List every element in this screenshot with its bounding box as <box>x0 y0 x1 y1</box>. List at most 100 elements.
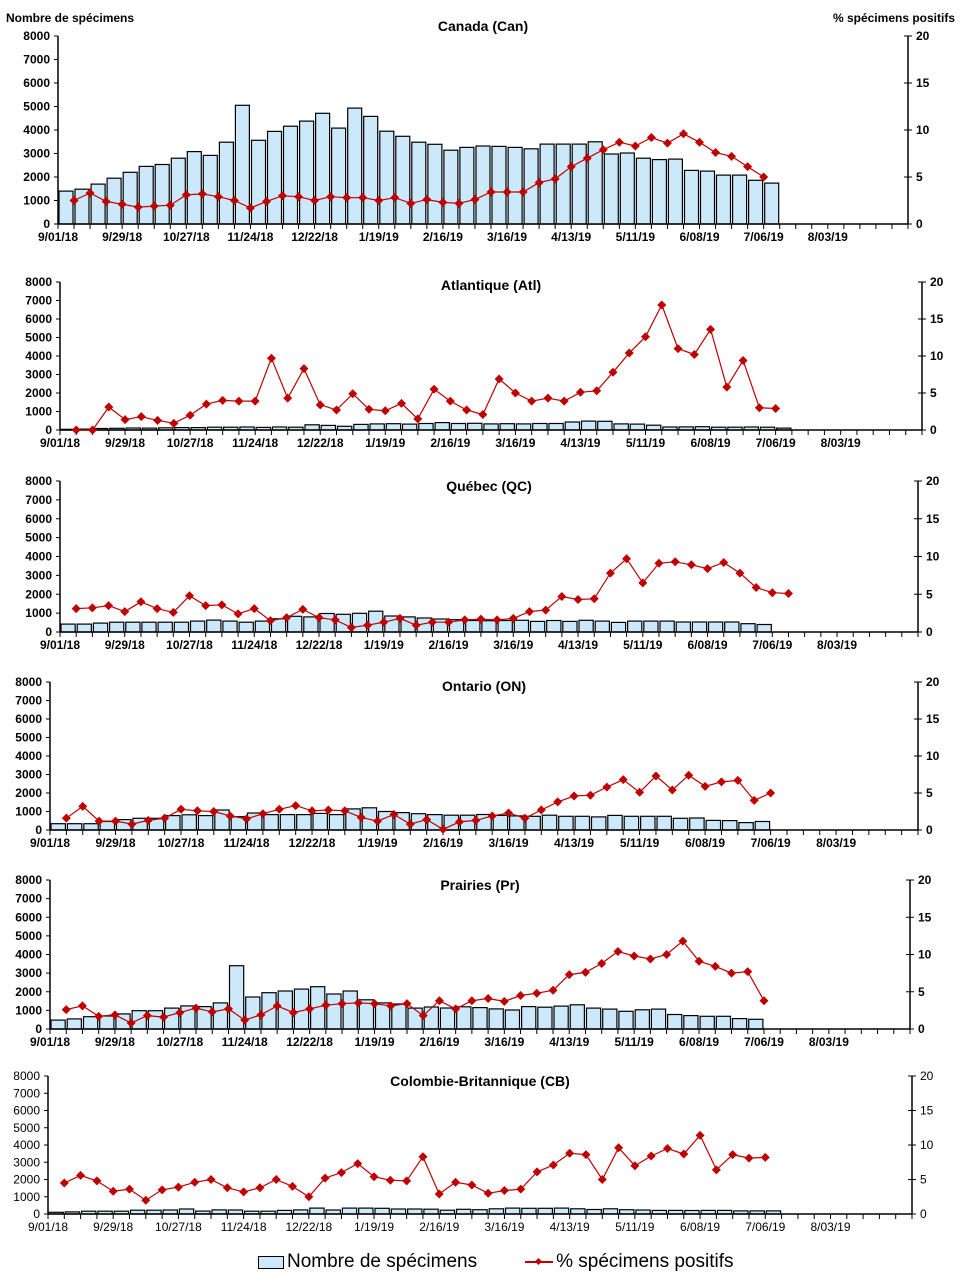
percent-positive-marker <box>597 958 607 968</box>
percent-positive-marker <box>467 996 477 1006</box>
percent-positive-marker <box>502 187 512 197</box>
x-tick-label: 6/08/19 <box>680 1220 720 1234</box>
percent-positive-marker <box>142 1011 152 1021</box>
right-y-tick-label: 20 <box>926 675 940 689</box>
x-tick-label: 1/19/19 <box>365 436 405 450</box>
percent-positive-marker <box>418 1011 428 1021</box>
percent-positive-marker <box>602 782 612 792</box>
percent-positive-marker <box>499 996 509 1006</box>
specimen-bar <box>580 420 597 431</box>
percent-positive-marker <box>751 582 761 592</box>
percent-positive-marker <box>451 1177 461 1187</box>
percent-positive-marker <box>454 198 464 208</box>
specimen-bar <box>570 1208 586 1215</box>
specimen-bar <box>434 422 451 431</box>
percent-positive-marker <box>645 954 655 964</box>
percent-positive-marker <box>422 815 432 825</box>
left-y-tick-label: 8000 <box>23 29 50 43</box>
left-y-tick-label: 7000 <box>25 493 52 507</box>
specimen-bar <box>597 420 613 431</box>
percent-positive-marker <box>340 806 350 816</box>
specimen-bar <box>189 620 206 633</box>
percent-positive-marker <box>673 344 683 354</box>
percent-positive-marker <box>395 613 405 623</box>
specimen-bar <box>277 990 294 1030</box>
specimen-bar <box>639 815 656 831</box>
x-tick-label: 8/03/19 <box>816 836 856 850</box>
left-y-tick-label: 4000 <box>13 1138 40 1152</box>
percent-positive-marker <box>541 605 551 615</box>
left-y-tick-label: 3000 <box>15 768 42 782</box>
percent-positive-marker <box>299 364 309 374</box>
percent-positive-marker <box>88 425 98 435</box>
percent-positive-marker <box>321 1000 331 1010</box>
percent-positive-marker <box>76 1170 86 1180</box>
specimen-bar <box>764 182 780 225</box>
percent-positive-marker <box>605 568 615 578</box>
percent-positive-marker <box>159 1012 169 1022</box>
specimen-bar <box>363 115 379 225</box>
percent-positive-marker <box>494 374 504 384</box>
specimen-bar <box>578 619 594 633</box>
percent-positive-marker <box>553 797 563 807</box>
specimen-bar <box>548 422 564 431</box>
right-y-tick-label: 0 <box>930 423 937 437</box>
left-y-tick-label: 8000 <box>25 275 52 289</box>
left-y-tick-label: 1000 <box>23 194 50 208</box>
specimen-bar <box>296 813 312 831</box>
percent-positive-marker <box>550 174 560 184</box>
percent-positive-marker <box>445 396 455 406</box>
right-axis-title: % spécimens positifs <box>833 11 955 25</box>
right-y-tick-label: 0 <box>920 1207 927 1221</box>
percent-positive-marker <box>326 192 336 202</box>
specimen-bar <box>385 423 402 431</box>
percent-positive-marker <box>185 591 195 601</box>
percent-positive-marker <box>240 1015 250 1025</box>
percent-positive-marker <box>618 775 628 785</box>
percent-positive-marker <box>598 145 608 155</box>
percent-positive-marker <box>641 332 651 342</box>
percent-positive-marker <box>759 172 769 182</box>
specimen-bar <box>331 127 347 225</box>
left-y-tick-label: 0 <box>45 625 52 639</box>
percent-positive-marker <box>59 1178 69 1188</box>
percent-positive-marker <box>229 196 239 205</box>
percent-positive-marker <box>323 805 333 815</box>
left-y-tick-label: 5000 <box>25 331 52 345</box>
specimen-bar <box>634 1009 651 1030</box>
x-tick-label: 3/16/19 <box>484 1220 524 1234</box>
percent-positive-marker <box>711 148 721 158</box>
percent-positive-marker <box>165 200 175 210</box>
percent-positive-marker <box>370 999 380 1009</box>
percent-positive-marker <box>684 770 694 780</box>
percent-positive-marker <box>133 202 143 212</box>
percent-positive-marker <box>695 1130 705 1140</box>
left-y-tick-label: 5000 <box>13 1121 40 1135</box>
specimen-bar <box>492 814 509 831</box>
x-tick-label: 11/24/18 <box>231 638 277 652</box>
percent-positive-marker <box>192 806 202 816</box>
percent-positive-marker <box>85 188 95 198</box>
percent-positive-marker <box>209 807 219 816</box>
specimen-bar <box>439 1007 456 1030</box>
percent-positive-marker <box>261 196 271 206</box>
percent-positive-marker <box>524 607 534 617</box>
specimen-bar <box>250 139 267 225</box>
right-y-tick-label: 5 <box>916 170 923 184</box>
percent-positive-marker <box>662 1143 672 1153</box>
percent-positive-marker <box>337 999 347 1009</box>
x-tick-label: 9/01/18 <box>38 230 78 244</box>
chart-panel-2: Atlantique (Atl) 0 1000 2000 3000 4000 5000 600… <box>25 275 943 450</box>
legend-item-percent-positive: % spécimens positifs <box>525 1251 734 1273</box>
percent-positive-marker <box>282 613 292 623</box>
percent-positive-marker <box>532 988 542 998</box>
specimen-bar <box>715 174 732 225</box>
percent-positive-marker <box>686 560 696 570</box>
right-y-tick-label: 15 <box>926 712 940 726</box>
percent-positive-marker <box>744 1153 754 1163</box>
x-tick-label: 10/27/18 <box>158 836 205 850</box>
x-tick-label: 2/16/19 <box>430 436 470 450</box>
percent-positive-marker <box>487 811 497 821</box>
left-y-tick-label: 1000 <box>25 405 52 419</box>
